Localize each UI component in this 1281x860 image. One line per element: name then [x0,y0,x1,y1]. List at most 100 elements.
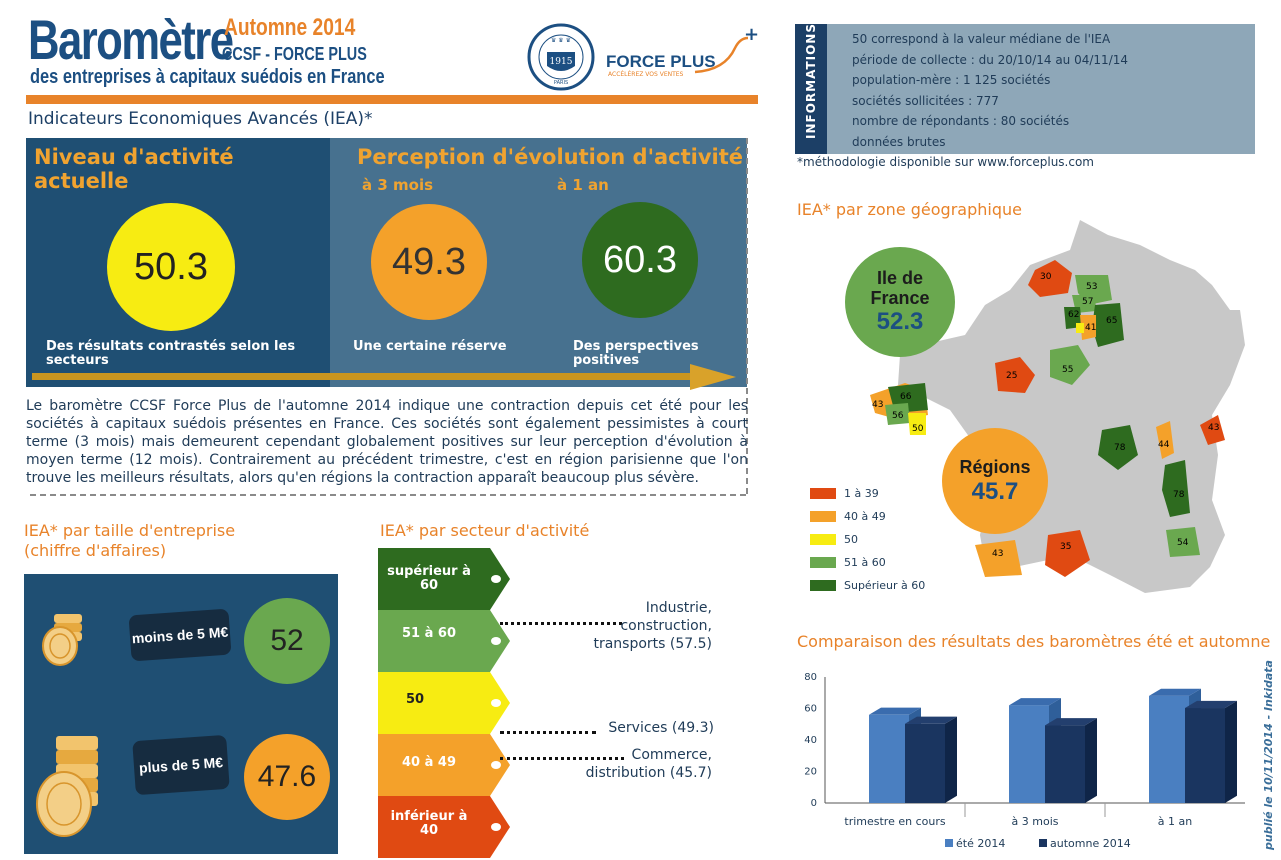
horizon-3m-label: à 3 mois [362,176,434,194]
legend-swatch [810,580,836,591]
svg-text:43: 43 [1208,423,1219,433]
sector-arrows [378,548,510,858]
bar-ete-2014 [1009,705,1049,803]
bar-top [1149,688,1201,696]
ccsf-seal-logo: ♛ ♛ ♛ 1915 PARIS [527,23,595,91]
legend-swatch [810,534,836,545]
regions-label: Régions [959,456,1031,477]
svg-text:♛ ♛ ♛: ♛ ♛ ♛ [551,37,571,44]
svg-text:53: 53 [1086,282,1097,292]
sector-pointer [500,731,596,734]
paragraph-dashed-rule [30,494,746,496]
region-auvergne [1098,425,1138,470]
bar-automne-2014 [1185,708,1225,803]
evolution-title: Perception d'évolution d'activité [357,145,744,169]
region-normandie [1028,260,1072,297]
region-paris [1080,315,1096,340]
legend-swatch [810,488,836,499]
comparison-title: Comparaison des résultats des baromètres… [797,632,1271,651]
region-paris-core [1076,323,1084,333]
map-title: IEA* par zone géographique [797,200,1022,219]
sector-industry-note: Industrie, construction, transports (57.… [593,600,712,652]
current-activity-caption: Des résultats contrastés selon les secte… [46,339,296,368]
size-title: IEA* par taille d'entreprise (chiffre d'… [24,521,236,560]
bar-top [869,707,921,715]
sector-title: IEA* par secteur d'activité [380,521,590,540]
barometer-title: Baromètre [28,8,234,71]
bar-side [1225,700,1237,803]
y-tick-label: 0 [811,798,817,809]
timeline-arrow [32,364,736,390]
subtitle: CCSF - FORCE PLUS [222,44,367,64]
bar-top [1045,718,1097,726]
region-languedoc [1045,530,1090,577]
info-line: population-mère : 1 125 sociétés [852,73,1051,87]
svg-text:78: 78 [1114,443,1126,453]
bar-top [1009,698,1061,706]
region-bretagne-inset-3 [885,403,910,425]
region-bretagne-inset-4 [908,413,926,435]
svg-text:50: 50 [912,424,924,434]
bar-automne-2014 [1045,725,1085,803]
x-category-label: à 3 mois [1012,815,1059,828]
large-coins-icon [36,736,98,837]
bar-top [1185,700,1237,709]
publication-stamp: publié le 10/11/2014 - Inkidata [1262,660,1275,850]
panel-dashed-border [746,138,748,494]
legend-label: 40 à 49 [844,510,886,523]
svg-text:57: 57 [1082,297,1093,307]
svg-text:78: 78 [1173,490,1185,500]
methodology-note: *méthodologie disponible sur www.forcepl… [797,155,1094,169]
value-3m: 49.3 [371,204,487,320]
svg-text:43: 43 [992,549,1003,559]
forceplus-swoosh-icon [694,36,749,74]
legend-label: automne 2014 [1050,837,1131,850]
small-company-value: 52 [244,598,330,684]
iea-heading: Indicateurs Economiques Avancés (IEA)* [28,109,373,129]
forceplus-logo: FORCE PLUS [606,52,716,71]
sector-band-label: 51 à 60 [401,626,456,641]
region-limousin [1156,421,1174,459]
y-tick-label: 80 [804,672,817,683]
france-map: 30 53 57 62 41 65 55 25 66 43 56 50 78 4… [870,220,1245,593]
current-activity-title: Niveau d'activité actuelle [34,145,234,193]
regions-bubble: Régions 45.7 [942,428,1048,534]
y-tick-label: 40 [804,735,817,746]
legend-label: été 2014 [956,837,1005,850]
region-paris-east [1092,303,1124,347]
idf-bubble: Ile de France 52.3 [845,247,955,357]
svg-text:44: 44 [1158,440,1170,450]
forceplus-tagline: ACCÉLÉREZ VOS VENTES [608,71,684,78]
large-company-value: 47.6 [244,734,330,820]
sector-band-50 [378,672,510,734]
sector-band-label: 50 [405,692,425,707]
svg-text:25: 25 [1006,371,1017,381]
svg-text:PARIS: PARIS [554,80,568,86]
svg-text:43: 43 [872,400,883,410]
comparison-bar-chart: 0 20 40 60 80 trimestre en cours à 3 mois à 1 a… [804,672,1245,850]
info-line: données brutes [852,134,946,149]
small-company-label: moins de 5 M€ [128,608,232,662]
bar-ete-2014 [1149,695,1189,803]
large-company-label: plus de 5 M€ [132,734,230,796]
info-side-label: INFORMATIONS [795,23,827,154]
sector-pointer [500,757,624,760]
sector-band-above-60 [378,548,510,610]
x-category-label: à 1 an [1158,815,1192,828]
svg-text:54: 54 [1177,538,1189,548]
svg-text:65: 65 [1106,316,1117,326]
sector-band-40-49 [378,734,510,796]
info-line: 50 correspond à la valeur médiane de l'I… [852,32,1111,46]
header-rule [26,95,758,104]
region-alsace [1200,415,1225,445]
region-aquitaine [975,540,1022,577]
summary-paragraph: Le baromètre CCSF Force Plus de l'automn… [26,398,748,486]
current-activity-value: 50.3 [107,203,235,331]
y-tick-label: 60 [804,704,817,715]
svg-text:66: 66 [900,392,912,402]
sector-band-label: inférieur à 40 [390,809,468,838]
y-tick-label: 20 [804,767,817,778]
svg-text:41: 41 [1085,323,1096,333]
sector-services-note: Services (49.3) [608,720,714,736]
region-centre [1050,345,1090,385]
